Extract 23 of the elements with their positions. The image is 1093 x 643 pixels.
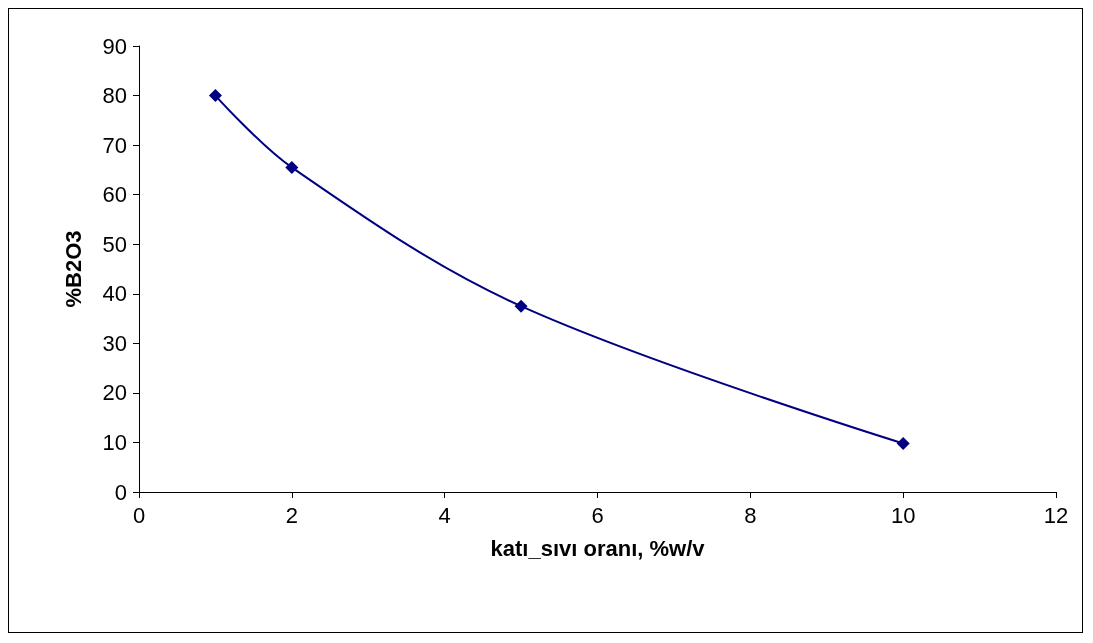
point	[514, 299, 528, 313]
y-tick-label: 70	[102, 132, 127, 158]
y-axis-title: %B2O3	[60, 230, 86, 308]
y-tick-label: 40	[102, 281, 127, 307]
y-tick-label: 30	[102, 330, 127, 356]
y-tick-label: 60	[102, 182, 127, 208]
x-axis-title: katı_sıvı oranı, %w/v	[490, 535, 706, 561]
x-tick-label: 12	[1043, 502, 1069, 528]
y-tick-label: 50	[102, 231, 127, 257]
y-tick-label: 10	[102, 429, 127, 455]
y-tick-label: 80	[102, 83, 127, 109]
point	[896, 436, 910, 450]
point	[285, 160, 299, 174]
x-tick-label: 2	[285, 502, 298, 528]
x-tick-label: 0	[132, 502, 146, 528]
x-tick-label: 4	[438, 502, 451, 528]
x-tick-label: 6	[591, 502, 604, 528]
y-tick-label: 0	[114, 479, 127, 505]
y-tick-label: 20	[102, 380, 127, 406]
x-tick-label: 8	[744, 502, 757, 528]
point	[208, 89, 222, 103]
y-tick-label: 90	[102, 33, 127, 59]
x-tick-label: 10	[890, 502, 916, 528]
